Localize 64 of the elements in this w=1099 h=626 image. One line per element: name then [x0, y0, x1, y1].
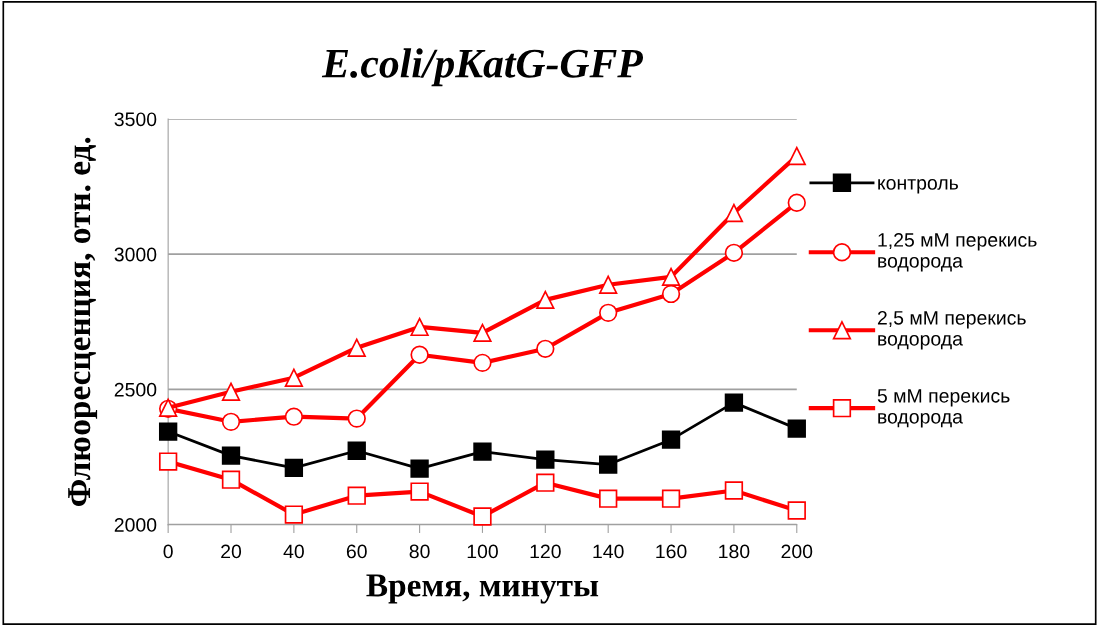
point: [410, 317, 429, 337]
x-tick-label: 120: [530, 544, 561, 559]
point: [599, 455, 618, 474]
point: [158, 422, 178, 441]
legend-label: 2,5 мМ перекись водорода: [877, 310, 1026, 350]
point: [284, 368, 304, 387]
point: [661, 267, 681, 287]
point: [661, 430, 681, 449]
x-tick-label: 140: [593, 544, 624, 559]
y-tick-label: 2000: [114, 518, 157, 532]
point: [473, 442, 492, 461]
point: [410, 482, 429, 501]
point: [787, 193, 806, 212]
point: [661, 489, 681, 508]
point: [410, 459, 429, 478]
point: [536, 473, 555, 492]
point: [724, 203, 744, 223]
point: [347, 409, 366, 428]
point: [221, 446, 241, 465]
point: [661, 284, 681, 304]
point: [284, 407, 304, 426]
x-tick-label: 20: [221, 544, 242, 559]
point: [724, 481, 744, 500]
point: [284, 505, 304, 524]
point: [787, 419, 806, 438]
legend-label: 5 мМ перекись водорода: [877, 389, 1010, 428]
y-tick-label: 3000: [114, 247, 157, 262]
x-tick-label: 180: [719, 544, 750, 559]
x-tick-label: 40: [283, 544, 304, 559]
point: [787, 146, 806, 166]
point: [473, 353, 492, 373]
x-tick-label: 80: [409, 544, 430, 559]
x-axis-title: Время, минуты: [366, 574, 599, 604]
point: [473, 323, 492, 343]
point: [347, 486, 366, 505]
point: [724, 393, 744, 412]
x-tick-label: 200: [781, 544, 813, 559]
point: [221, 470, 241, 489]
chart-title: E.coli/pKatG-GFP: [321, 48, 644, 87]
point: [599, 489, 618, 508]
x-tick-label: 100: [467, 544, 498, 559]
x-tick-label: 160: [656, 544, 687, 559]
point: [284, 458, 304, 477]
point: [536, 290, 555, 310]
point: [599, 303, 618, 323]
point: [347, 441, 366, 460]
point: [347, 338, 366, 357]
x-tick-label: 0: [163, 544, 173, 559]
y-tick-label: 2500: [114, 382, 157, 397]
point: [536, 450, 555, 469]
point: [410, 345, 429, 364]
legend-label: 1,25 мМ перекись водорода: [878, 233, 1037, 272]
point: [158, 452, 178, 471]
point: [724, 243, 744, 262]
point: [473, 507, 492, 526]
point: [536, 339, 555, 358]
y-tick-label: 3500: [114, 112, 157, 127]
point: [787, 501, 806, 520]
x-tick-label: 60: [346, 544, 367, 559]
legend-label: контроль: [878, 179, 958, 194]
point: [221, 412, 241, 431]
y-axis-title: Флюоресценция, отн. ед.: [68, 137, 98, 507]
point: [599, 275, 618, 294]
point: [221, 382, 241, 401]
